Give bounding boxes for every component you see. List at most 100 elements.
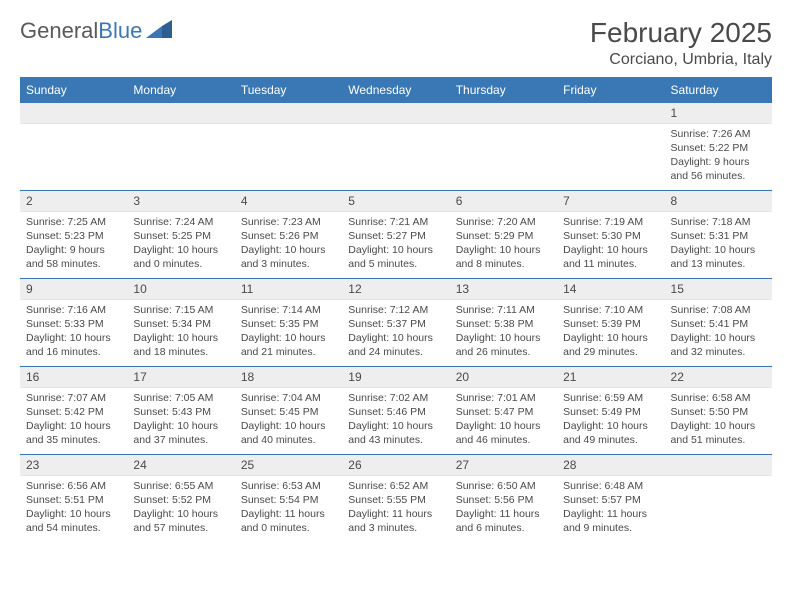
sunrise-line: Sunrise: 7:05 AM [133, 391, 228, 405]
day-details: Sunrise: 7:05 AMSunset: 5:43 PMDaylight:… [127, 388, 234, 452]
calendar-cell [127, 102, 234, 190]
sunset-line: Sunset: 5:41 PM [671, 317, 766, 331]
day-number [20, 103, 127, 124]
calendar-cell: 5Sunrise: 7:21 AMSunset: 5:27 PMDaylight… [342, 190, 449, 278]
day-details: Sunrise: 6:53 AMSunset: 5:54 PMDaylight:… [235, 476, 342, 540]
calendar-cell: 14Sunrise: 7:10 AMSunset: 5:39 PMDayligh… [557, 278, 664, 366]
sunrise-line: Sunrise: 6:50 AM [456, 479, 551, 493]
daylight-line: Daylight: 10 hours and 54 minutes. [26, 507, 121, 535]
title-block: February 2025 Corciano, Umbria, Italy [590, 18, 772, 69]
day-details: Sunrise: 7:20 AMSunset: 5:29 PMDaylight:… [450, 212, 557, 276]
sunrise-line: Sunrise: 6:55 AM [133, 479, 228, 493]
daylight-line: Daylight: 10 hours and 21 minutes. [241, 331, 336, 359]
calendar-cell: 19Sunrise: 7:02 AMSunset: 5:46 PMDayligh… [342, 366, 449, 454]
day-details: Sunrise: 7:26 AMSunset: 5:22 PMDaylight:… [665, 124, 772, 188]
daylight-line: Daylight: 10 hours and 0 minutes. [133, 243, 228, 271]
sunset-line: Sunset: 5:27 PM [348, 229, 443, 243]
daylight-line: Daylight: 10 hours and 5 minutes. [348, 243, 443, 271]
sunrise-line: Sunrise: 7:11 AM [456, 303, 551, 317]
calendar-cell: 24Sunrise: 6:55 AMSunset: 5:52 PMDayligh… [127, 454, 234, 542]
daylight-line: Daylight: 10 hours and 18 minutes. [133, 331, 228, 359]
sunrise-line: Sunrise: 7:10 AM [563, 303, 658, 317]
daylight-line: Daylight: 10 hours and 24 minutes. [348, 331, 443, 359]
day-details: Sunrise: 7:10 AMSunset: 5:39 PMDaylight:… [557, 300, 664, 364]
calendar-cell: 13Sunrise: 7:11 AMSunset: 5:38 PMDayligh… [450, 278, 557, 366]
day-header: Wednesday [342, 78, 449, 103]
calendar-cell: 16Sunrise: 7:07 AMSunset: 5:42 PMDayligh… [20, 366, 127, 454]
daylight-line: Daylight: 10 hours and 35 minutes. [26, 419, 121, 447]
calendar-cell: 9Sunrise: 7:16 AMSunset: 5:33 PMDaylight… [20, 278, 127, 366]
calendar-week-row: 9Sunrise: 7:16 AMSunset: 5:33 PMDaylight… [20, 278, 772, 366]
daylight-line: Daylight: 10 hours and 16 minutes. [26, 331, 121, 359]
sunset-line: Sunset: 5:56 PM [456, 493, 551, 507]
day-details: Sunrise: 7:18 AMSunset: 5:31 PMDaylight:… [665, 212, 772, 276]
day-header: Tuesday [235, 78, 342, 103]
month-title: February 2025 [590, 18, 772, 49]
calendar-cell: 10Sunrise: 7:15 AMSunset: 5:34 PMDayligh… [127, 278, 234, 366]
calendar-table: Sunday Monday Tuesday Wednesday Thursday… [20, 78, 772, 543]
day-number [557, 103, 664, 124]
daylight-line: Daylight: 10 hours and 43 minutes. [348, 419, 443, 447]
sunset-line: Sunset: 5:33 PM [26, 317, 121, 331]
brand-mark-icon [142, 18, 172, 44]
day-details: Sunrise: 7:16 AMSunset: 5:33 PMDaylight:… [20, 300, 127, 364]
day-details: Sunrise: 6:58 AMSunset: 5:50 PMDaylight:… [665, 388, 772, 452]
day-details: Sunrise: 6:55 AMSunset: 5:52 PMDaylight:… [127, 476, 234, 540]
day-number: 16 [20, 367, 127, 388]
calendar-page: GeneralBlue February 2025 Corciano, Umbr… [0, 0, 792, 560]
day-number: 26 [342, 455, 449, 476]
day-number: 8 [665, 191, 772, 212]
daylight-line: Daylight: 10 hours and 46 minutes. [456, 419, 551, 447]
day-details: Sunrise: 7:14 AMSunset: 5:35 PMDaylight:… [235, 300, 342, 364]
daylight-line: Daylight: 10 hours and 8 minutes. [456, 243, 551, 271]
day-number: 10 [127, 279, 234, 300]
sunset-line: Sunset: 5:50 PM [671, 405, 766, 419]
day-number: 9 [20, 279, 127, 300]
calendar-week-row: 2Sunrise: 7:25 AMSunset: 5:23 PMDaylight… [20, 190, 772, 278]
sunset-line: Sunset: 5:34 PM [133, 317, 228, 331]
sunrise-line: Sunrise: 7:21 AM [348, 215, 443, 229]
day-details: Sunrise: 7:15 AMSunset: 5:34 PMDaylight:… [127, 300, 234, 364]
brand-text-1: General [20, 18, 98, 44]
calendar-cell [342, 102, 449, 190]
calendar-cell: 28Sunrise: 6:48 AMSunset: 5:57 PMDayligh… [557, 454, 664, 542]
sunrise-line: Sunrise: 7:18 AM [671, 215, 766, 229]
calendar-cell: 20Sunrise: 7:01 AMSunset: 5:47 PMDayligh… [450, 366, 557, 454]
day-number: 1 [665, 103, 772, 124]
daylight-line: Daylight: 10 hours and 40 minutes. [241, 419, 336, 447]
sunset-line: Sunset: 5:38 PM [456, 317, 551, 331]
day-details: Sunrise: 6:52 AMSunset: 5:55 PMDaylight:… [342, 476, 449, 540]
day-header: Monday [127, 78, 234, 103]
day-details: Sunrise: 6:48 AMSunset: 5:57 PMDaylight:… [557, 476, 664, 540]
sunrise-line: Sunrise: 7:12 AM [348, 303, 443, 317]
day-number: 27 [450, 455, 557, 476]
sunrise-line: Sunrise: 7:24 AM [133, 215, 228, 229]
day-details: Sunrise: 6:56 AMSunset: 5:51 PMDaylight:… [20, 476, 127, 540]
calendar-cell [235, 102, 342, 190]
sunset-line: Sunset: 5:31 PM [671, 229, 766, 243]
calendar-cell: 11Sunrise: 7:14 AMSunset: 5:35 PMDayligh… [235, 278, 342, 366]
sunset-line: Sunset: 5:23 PM [26, 229, 121, 243]
calendar-cell [665, 454, 772, 542]
day-number [235, 103, 342, 124]
daylight-line: Daylight: 10 hours and 57 minutes. [133, 507, 228, 535]
daylight-line: Daylight: 9 hours and 56 minutes. [671, 155, 766, 183]
calendar-cell: 26Sunrise: 6:52 AMSunset: 5:55 PMDayligh… [342, 454, 449, 542]
calendar-cell: 25Sunrise: 6:53 AMSunset: 5:54 PMDayligh… [235, 454, 342, 542]
sunrise-line: Sunrise: 7:26 AM [671, 127, 766, 141]
day-details: Sunrise: 7:04 AMSunset: 5:45 PMDaylight:… [235, 388, 342, 452]
brand-logo: GeneralBlue [20, 18, 172, 44]
day-number: 12 [342, 279, 449, 300]
day-number: 4 [235, 191, 342, 212]
calendar-week-row: 1Sunrise: 7:26 AMSunset: 5:22 PMDaylight… [20, 102, 772, 190]
sunset-line: Sunset: 5:46 PM [348, 405, 443, 419]
sunrise-line: Sunrise: 6:56 AM [26, 479, 121, 493]
sunset-line: Sunset: 5:35 PM [241, 317, 336, 331]
sunrise-line: Sunrise: 7:19 AM [563, 215, 658, 229]
sunrise-line: Sunrise: 7:04 AM [241, 391, 336, 405]
sunrise-line: Sunrise: 7:15 AM [133, 303, 228, 317]
day-details: Sunrise: 6:59 AMSunset: 5:49 PMDaylight:… [557, 388, 664, 452]
sunset-line: Sunset: 5:51 PM [26, 493, 121, 507]
day-header: Thursday [450, 78, 557, 103]
day-details: Sunrise: 7:23 AMSunset: 5:26 PMDaylight:… [235, 212, 342, 276]
